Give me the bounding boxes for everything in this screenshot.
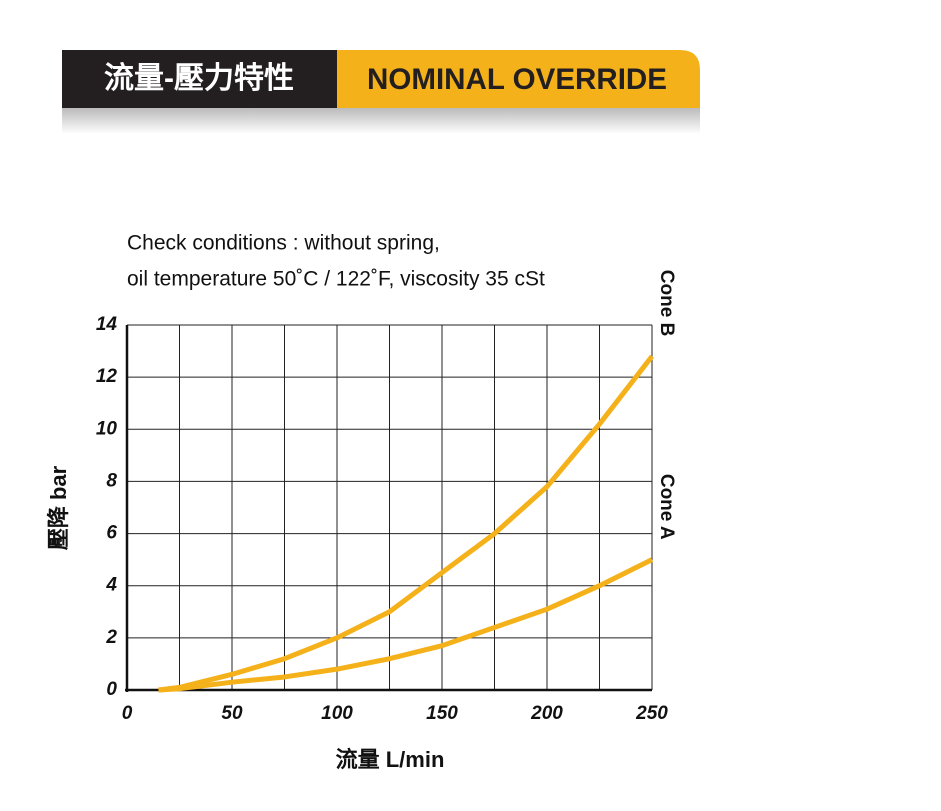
- x-tick-label: 200: [530, 703, 563, 724]
- x-tick-label: 0: [122, 703, 133, 724]
- x-axis-label: 流量 L/min: [336, 747, 445, 772]
- x-tick-label: 50: [221, 703, 243, 724]
- y-axis-label: 壓降 bar: [46, 465, 71, 550]
- header-subtitle: NOMINAL OVERRIDE: [367, 63, 667, 96]
- banner-shadow: [62, 108, 700, 134]
- series-line: [158, 557, 654, 693]
- chart-subtitle: Check conditions : without spring,: [127, 232, 440, 255]
- x-tick-label: 250: [635, 703, 668, 724]
- banner-right: [337, 50, 700, 108]
- y-tick-label: 2: [105, 627, 117, 648]
- y-tick-label: 0: [106, 679, 117, 700]
- series-label: Cone A: [656, 474, 677, 540]
- series-line: [158, 354, 654, 693]
- series-label: Cone B: [656, 270, 677, 337]
- x-tick-label: 100: [321, 703, 353, 724]
- y-tick-label: 12: [96, 366, 118, 387]
- y-tick-label: 14: [96, 314, 118, 335]
- header-title: 流量-壓力特性: [104, 62, 294, 95]
- chart-subtitle: oil temperature 50˚C / 122˚F, viscosity …: [127, 268, 545, 291]
- y-tick-label: 6: [106, 523, 117, 544]
- x-tick-label: 150: [426, 703, 458, 724]
- y-tick-label: 10: [96, 418, 118, 439]
- banner-left: [62, 50, 337, 108]
- y-tick-label: 8: [106, 470, 117, 491]
- y-tick-label: 4: [105, 575, 117, 596]
